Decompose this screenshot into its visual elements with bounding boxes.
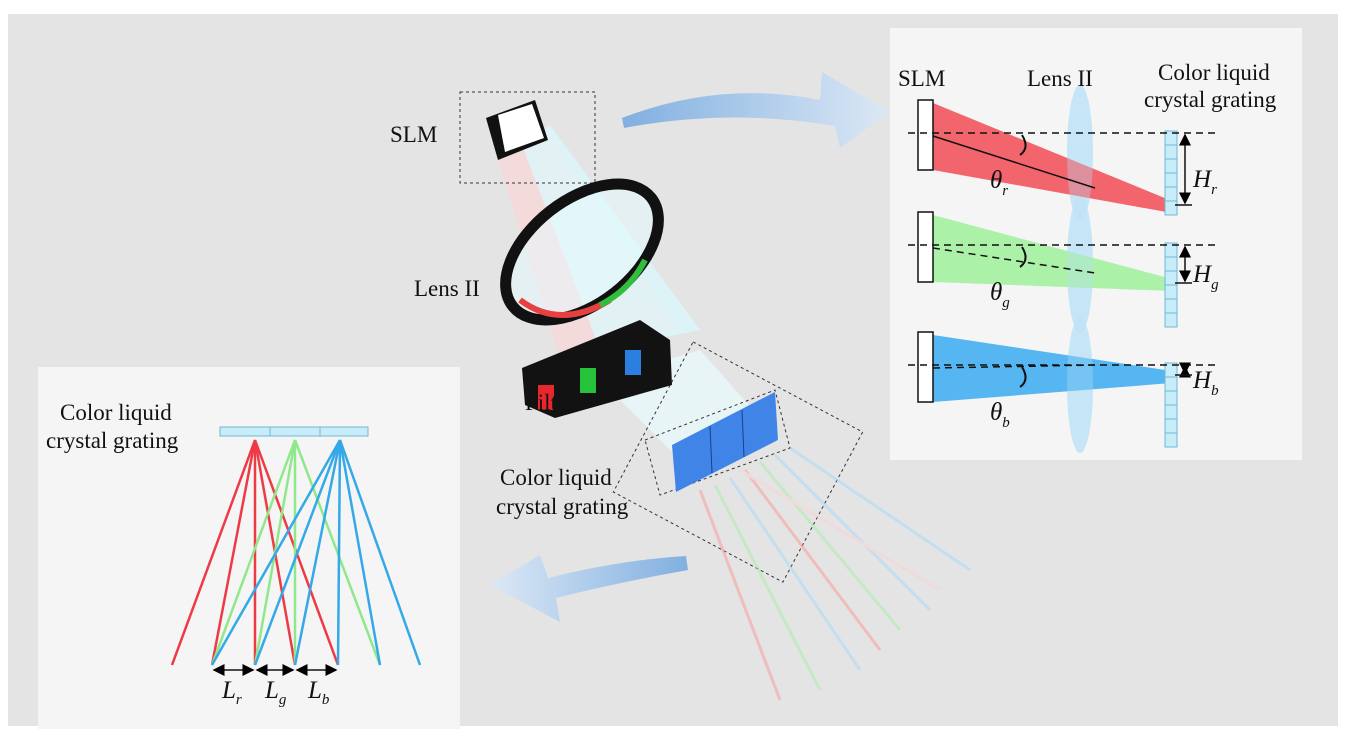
grating-cell xyxy=(1165,201,1177,215)
page: SLM Lens II Filter Color liquid crystal … xyxy=(0,0,1346,733)
grating-cell xyxy=(1165,391,1177,405)
grating-label: Color liquid xyxy=(1158,60,1270,85)
grating xyxy=(220,427,368,436)
grating-cell xyxy=(1165,405,1177,419)
grating-cell xyxy=(1165,187,1177,201)
grating-cell xyxy=(1165,419,1177,433)
slm xyxy=(918,332,933,402)
grating-cell xyxy=(1165,433,1177,447)
slm-label: SLM xyxy=(898,66,945,91)
grating-label: Color liquid xyxy=(500,465,612,490)
grating-cell xyxy=(1165,313,1177,327)
grating-label: crystal grating xyxy=(496,494,629,519)
diagram: SLM Lens II Filter Color liquid crystal … xyxy=(0,0,1346,733)
grating-cell xyxy=(1165,285,1177,299)
grating-label: crystal grating xyxy=(1144,87,1277,112)
lens-overlay xyxy=(1067,317,1093,453)
slm-label: SLM xyxy=(390,122,437,147)
lens-overlay xyxy=(1067,197,1093,333)
grating-label: crystal grating xyxy=(46,428,179,453)
grating-label: Color liquid xyxy=(60,400,172,425)
slm xyxy=(918,100,933,170)
grating-cell xyxy=(1165,377,1177,391)
lens-label: Lens II xyxy=(1027,66,1093,91)
grating-cell xyxy=(1165,299,1177,313)
filter-label: Filter xyxy=(525,390,575,415)
slm xyxy=(918,212,933,282)
grating-cell xyxy=(1165,257,1177,271)
grating-cell xyxy=(1165,145,1177,159)
lens-label: Lens II xyxy=(414,276,480,301)
grating-cell xyxy=(1165,173,1177,187)
grating-cell xyxy=(1165,159,1177,173)
